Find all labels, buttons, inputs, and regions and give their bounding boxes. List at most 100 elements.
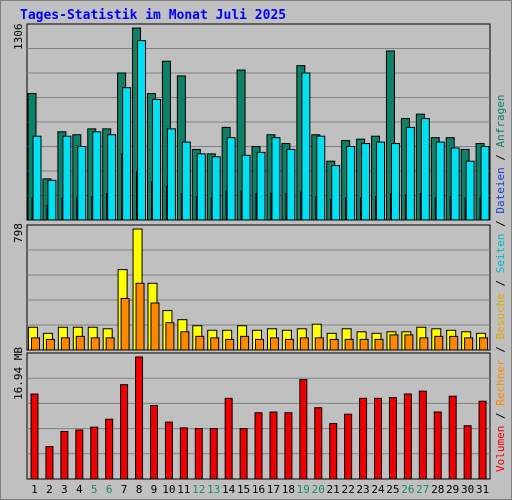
bar-rechner: [479, 337, 489, 351]
x-tick-label: 14: [222, 483, 236, 496]
bar-seiten: [196, 153, 206, 221]
bar-rechner: [135, 282, 145, 351]
x-tick-label: 25: [386, 483, 399, 496]
x-tick-label: 19: [297, 483, 310, 496]
x-tick-label: 31: [476, 483, 489, 496]
bar-volumen: [388, 397, 397, 480]
bar-rechner: [404, 334, 414, 351]
bar-seiten: [376, 141, 386, 221]
bar-volumen: [239, 428, 248, 480]
bar-volumen: [135, 356, 144, 480]
bar-rechner: [45, 338, 55, 351]
bar-seiten: [166, 128, 176, 221]
bar-volumen: [344, 413, 353, 480]
bar-rechner: [225, 338, 235, 351]
bar-seiten: [301, 72, 311, 221]
bar-rechner: [195, 335, 205, 351]
bar-rechner: [90, 337, 100, 351]
bar-volumen: [60, 430, 69, 480]
bar-rechner: [210, 337, 220, 351]
x-tick-label: 23: [356, 483, 369, 496]
bar-rechner: [105, 337, 115, 351]
x-tick-label: 2: [46, 483, 53, 496]
x-tick-label: 29: [446, 483, 459, 496]
x-tick-label: 18: [282, 483, 295, 496]
x-tick-label: 11: [177, 483, 190, 496]
bar-seiten: [256, 151, 266, 221]
bar-seiten: [151, 98, 161, 221]
bar-rechner: [374, 338, 384, 351]
x-tick-label: 10: [162, 483, 175, 496]
bar-seiten: [137, 40, 147, 221]
x-tick-label: 21: [327, 483, 340, 496]
bar-seiten: [92, 131, 102, 221]
bar-rechner: [389, 334, 399, 351]
bar-volumen: [269, 411, 278, 480]
bar-rechner: [299, 337, 309, 351]
bar-rechner: [284, 338, 294, 351]
bar-volumen: [90, 426, 99, 480]
x-tick-label: 22: [341, 483, 354, 496]
x-tick-label: 20: [312, 483, 325, 496]
bar-volumen: [314, 407, 323, 480]
bar-volumen: [403, 393, 412, 480]
bar-volumen: [374, 397, 383, 480]
bar-seiten: [480, 145, 490, 221]
bar-seiten: [420, 118, 430, 221]
x-tick-label: 13: [207, 483, 220, 496]
bar-rechner: [240, 335, 250, 351]
bar-seiten: [122, 87, 132, 221]
bar-volumen: [179, 427, 188, 480]
bar-rechner: [464, 337, 474, 351]
bar-seiten: [331, 165, 341, 221]
bar-volumen: [45, 446, 54, 480]
bar-volumen: [224, 397, 233, 480]
bar-rechner: [314, 337, 324, 351]
bar-seiten: [346, 145, 356, 221]
bar-volumen: [433, 411, 442, 480]
bar-seiten: [271, 137, 281, 221]
x-tick-label: 26: [401, 483, 414, 496]
bar-volumen: [359, 397, 368, 480]
bar-volumen: [149, 405, 158, 480]
x-tick-label: 27: [416, 483, 429, 496]
bar-volumen: [75, 429, 84, 480]
x-tick-label: 30: [461, 483, 474, 496]
x-tick-label: 1: [31, 483, 38, 496]
x-tick-label: 16: [252, 483, 265, 496]
bar-volumen: [284, 412, 293, 480]
bar-volumen: [194, 428, 203, 480]
bar-rechner: [75, 335, 85, 351]
bar-seiten: [241, 154, 251, 221]
bar-rechner: [60, 337, 70, 351]
bar-seiten: [47, 179, 57, 221]
x-tick-label: 17: [267, 483, 280, 496]
bar-rechner: [180, 331, 190, 351]
bar-rechner: [31, 337, 40, 351]
bar-rechner: [344, 338, 354, 351]
bar-seiten: [465, 160, 475, 221]
x-tick-label: 28: [431, 483, 444, 496]
bar-seiten: [107, 134, 117, 221]
x-tick-label: 8: [136, 483, 143, 496]
bar-seiten: [286, 148, 296, 221]
x-tick-label: 15: [237, 483, 250, 496]
bar-seiten: [405, 126, 415, 221]
bar-seiten: [316, 135, 326, 221]
bar-volumen: [30, 393, 39, 480]
bar-volumen: [478, 400, 487, 480]
bar-seiten: [211, 156, 221, 221]
bar-volumen: [463, 425, 472, 480]
x-tick-label: 4: [76, 483, 83, 496]
x-tick-label: 24: [371, 483, 385, 496]
bar-rechner: [329, 338, 339, 351]
bar-rechner: [269, 337, 279, 351]
bar-seiten: [77, 145, 87, 221]
x-tick-label: 3: [61, 483, 68, 496]
x-tick-label: 12: [192, 483, 205, 496]
bar-volumen: [418, 390, 427, 480]
x-tick-label: 6: [106, 483, 113, 496]
bar-rechner: [449, 335, 459, 351]
x-tick-label: 9: [151, 483, 158, 496]
